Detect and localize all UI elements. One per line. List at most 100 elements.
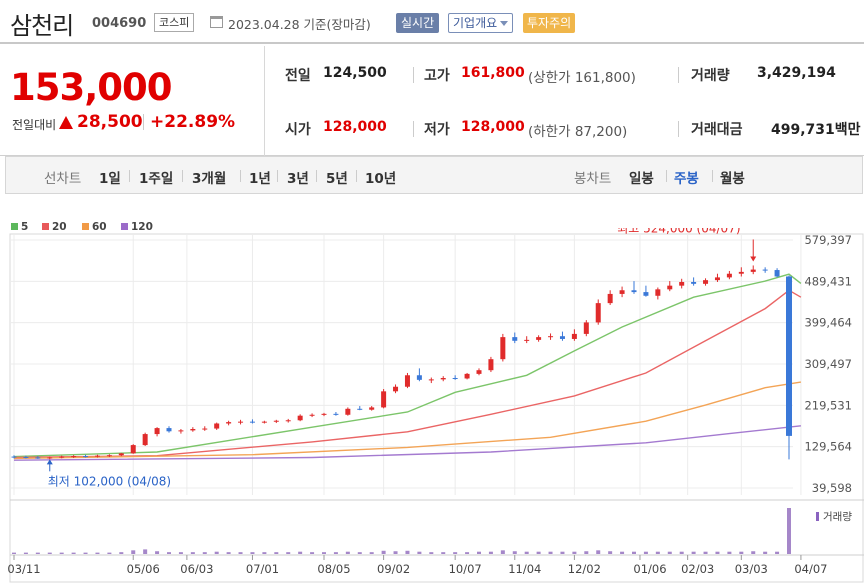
candle-body <box>130 445 136 454</box>
y-tick-label: 219,531 <box>804 398 852 412</box>
divider <box>356 170 357 182</box>
candle-body <box>393 386 399 392</box>
candle-body <box>512 337 518 341</box>
volume-bar <box>369 552 374 554</box>
divider <box>413 67 414 83</box>
candle-body <box>714 277 720 281</box>
open-value: 128,000 <box>323 119 387 135</box>
volume-bar <box>143 549 148 554</box>
investment-warning-badge: 투자주의 <box>523 13 576 33</box>
quote-row-2: 시가 128,000 저가 128,000 (하한가 87,200) 거래대금 … <box>285 119 864 143</box>
y-tick-label: 399,464 <box>804 316 852 330</box>
candle-body <box>202 428 208 430</box>
volume-bar <box>310 552 315 554</box>
volume-bar <box>35 552 40 554</box>
candle-body <box>261 421 267 423</box>
amount-value: 499,731백만 <box>771 119 861 139</box>
candle-body <box>691 281 697 284</box>
x-tick-label: 09/02 <box>377 562 410 576</box>
y-tick-label: 489,431 <box>804 274 852 288</box>
candle-body <box>500 337 506 360</box>
volume-bar <box>107 552 112 554</box>
volume-bar <box>596 550 601 554</box>
volume-bar <box>214 551 219 554</box>
x-tick-label: 03/03 <box>735 562 768 576</box>
candle-body <box>524 339 530 341</box>
price-chart[interactable]: 거래량 579,397 489,431 399,464 309,497 219,531 1… <box>0 228 864 587</box>
period-1w[interactable]: 1주일 <box>139 171 174 187</box>
chart-grid <box>9 233 864 583</box>
legend-swatch <box>11 223 18 230</box>
volume-bar <box>23 552 28 554</box>
candle-weekly[interactable]: 주봉 <box>674 171 699 187</box>
candle-body <box>154 428 160 435</box>
candle-body <box>559 336 565 339</box>
volume-bar <box>620 551 625 554</box>
change-value: 28,500 <box>77 112 143 132</box>
volume-bars: 거래량 <box>12 508 852 554</box>
candle-body <box>679 281 685 286</box>
candle-body <box>404 375 410 387</box>
candle-body <box>106 455 112 457</box>
y-tick-label: 39,598 <box>812 481 852 495</box>
volume-bar <box>715 551 720 554</box>
volume-bar <box>47 552 52 554</box>
amount-label: 거래대금 <box>691 122 743 138</box>
volume-bar <box>632 551 636 554</box>
candle-body <box>583 322 589 334</box>
volume-bar <box>548 551 553 554</box>
divider <box>413 121 414 137</box>
candle-body <box>655 289 661 296</box>
line-chart-label: 선차트 <box>44 171 82 187</box>
axes: 579,397 489,431 399,464 309,497 219,531 129,5… <box>7 233 852 576</box>
divider <box>182 170 183 182</box>
period-1d[interactable]: 1일 <box>99 171 121 187</box>
candle-body <box>548 336 554 338</box>
volume-bar <box>667 551 672 554</box>
volume-bar <box>202 552 207 554</box>
amount-number: 499,731 <box>771 122 835 138</box>
high-arrow-head <box>750 256 757 262</box>
volume-bar <box>167 552 171 554</box>
legend-label: 20 <box>52 221 67 233</box>
x-tick-label: 10/07 <box>449 562 482 576</box>
volume-bar <box>322 552 326 554</box>
realtime-button[interactable]: 실시간 <box>396 13 440 33</box>
x-tick-label: 01/06 <box>633 562 666 576</box>
ma20-line <box>13 289 802 459</box>
candle-body <box>345 408 351 415</box>
candle-body <box>142 434 148 446</box>
candle-body <box>476 370 482 374</box>
price-box: 153,000 전일대비 28,500 +22.89% <box>0 46 265 156</box>
volume-bar <box>71 552 76 554</box>
candle-body <box>321 413 327 415</box>
candle-chart-label: 봉차트 <box>574 171 612 187</box>
candle-body <box>166 428 172 432</box>
volume-bar <box>12 552 16 554</box>
company-overview-dropdown[interactable]: 기업개요 <box>448 13 514 33</box>
candle-body <box>595 303 601 323</box>
period-3m[interactable]: 3개월 <box>192 171 227 187</box>
period-5y[interactable]: 5년 <box>326 171 348 187</box>
low-annotation: 최저 102,000 (04/08) <box>48 474 171 488</box>
volume-bar <box>488 551 493 554</box>
volume-bar <box>405 550 410 554</box>
x-tick-label: 03/11 <box>7 562 40 576</box>
upper-limit: (상한가 161,800) <box>528 70 636 86</box>
volume-bar <box>477 551 481 554</box>
plot-frame <box>9 233 864 583</box>
x-tick-label: 06/03 <box>180 562 213 576</box>
volume-bar <box>536 551 541 554</box>
legend-ma60: 60 <box>82 221 107 233</box>
divider <box>143 114 144 130</box>
candle-daily[interactable]: 일봉 <box>629 171 654 187</box>
period-3y[interactable]: 3년 <box>287 171 309 187</box>
candle-body <box>309 414 315 416</box>
volume-bar <box>357 552 362 554</box>
period-1y[interactable]: 1년 <box>249 171 271 187</box>
open-label: 시가 <box>285 122 311 138</box>
period-10y[interactable]: 10년 <box>365 171 397 187</box>
volume-bar <box>679 551 684 554</box>
volume-label: 거래량 <box>691 68 730 84</box>
candle-monthly[interactable]: 월봉 <box>720 171 745 187</box>
